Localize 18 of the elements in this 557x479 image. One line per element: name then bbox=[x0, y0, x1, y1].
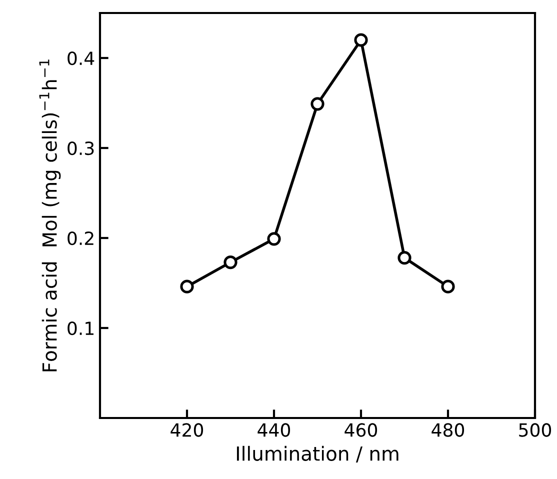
y-tick-label: 0.3 bbox=[68, 141, 94, 156]
x-tick-label: 420 bbox=[170, 423, 204, 437]
point bbox=[398, 250, 412, 265]
point bbox=[180, 280, 194, 294]
x-tick-label: 500 bbox=[519, 423, 552, 437]
y-tick-label: 0.4 bbox=[68, 51, 94, 66]
point bbox=[267, 232, 281, 246]
y-axis-title: Formic acid Mol (mg cells)$^{−1}$h$^{−1}$ bbox=[39, 60, 61, 372]
x-tick-label: 480 bbox=[432, 423, 464, 437]
point bbox=[441, 280, 455, 294]
point bbox=[224, 255, 238, 270]
y-tick-label: 0.2 bbox=[68, 231, 94, 246]
x-axis-title: Illumination / nm bbox=[236, 446, 398, 462]
x-tick-label: 460 bbox=[344, 423, 378, 437]
point bbox=[310, 97, 324, 111]
point bbox=[354, 33, 368, 47]
x-tick-label: 440 bbox=[258, 423, 290, 437]
y-tick-label: 0.1 bbox=[68, 321, 94, 336]
